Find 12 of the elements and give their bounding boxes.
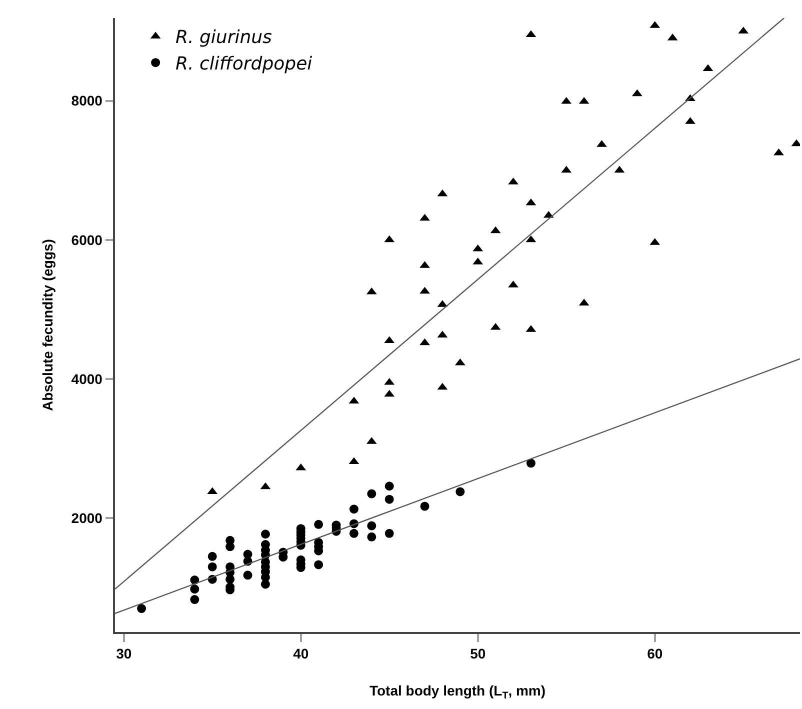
legend-label: R. giurinus (176, 27, 272, 48)
y-axis-title: Absolute fecundity (eggs) (39, 239, 56, 411)
legend-label: R. cliffordpopei (176, 54, 312, 75)
x-tick-label: 30 (116, 646, 132, 662)
x-tick-label: 60 (647, 646, 663, 662)
y-tick-label: 2000 (71, 510, 103, 526)
y-tick-label: 6000 (71, 232, 103, 248)
x-tick-label: 40 (293, 646, 309, 662)
y-tick-label: 4000 (71, 370, 103, 387)
x-tick-label: 50 (470, 646, 486, 662)
y-tick-label: 8000 (71, 92, 103, 109)
x-axis-title: Total body length (L$_{T}$, mm) (369, 682, 546, 702)
